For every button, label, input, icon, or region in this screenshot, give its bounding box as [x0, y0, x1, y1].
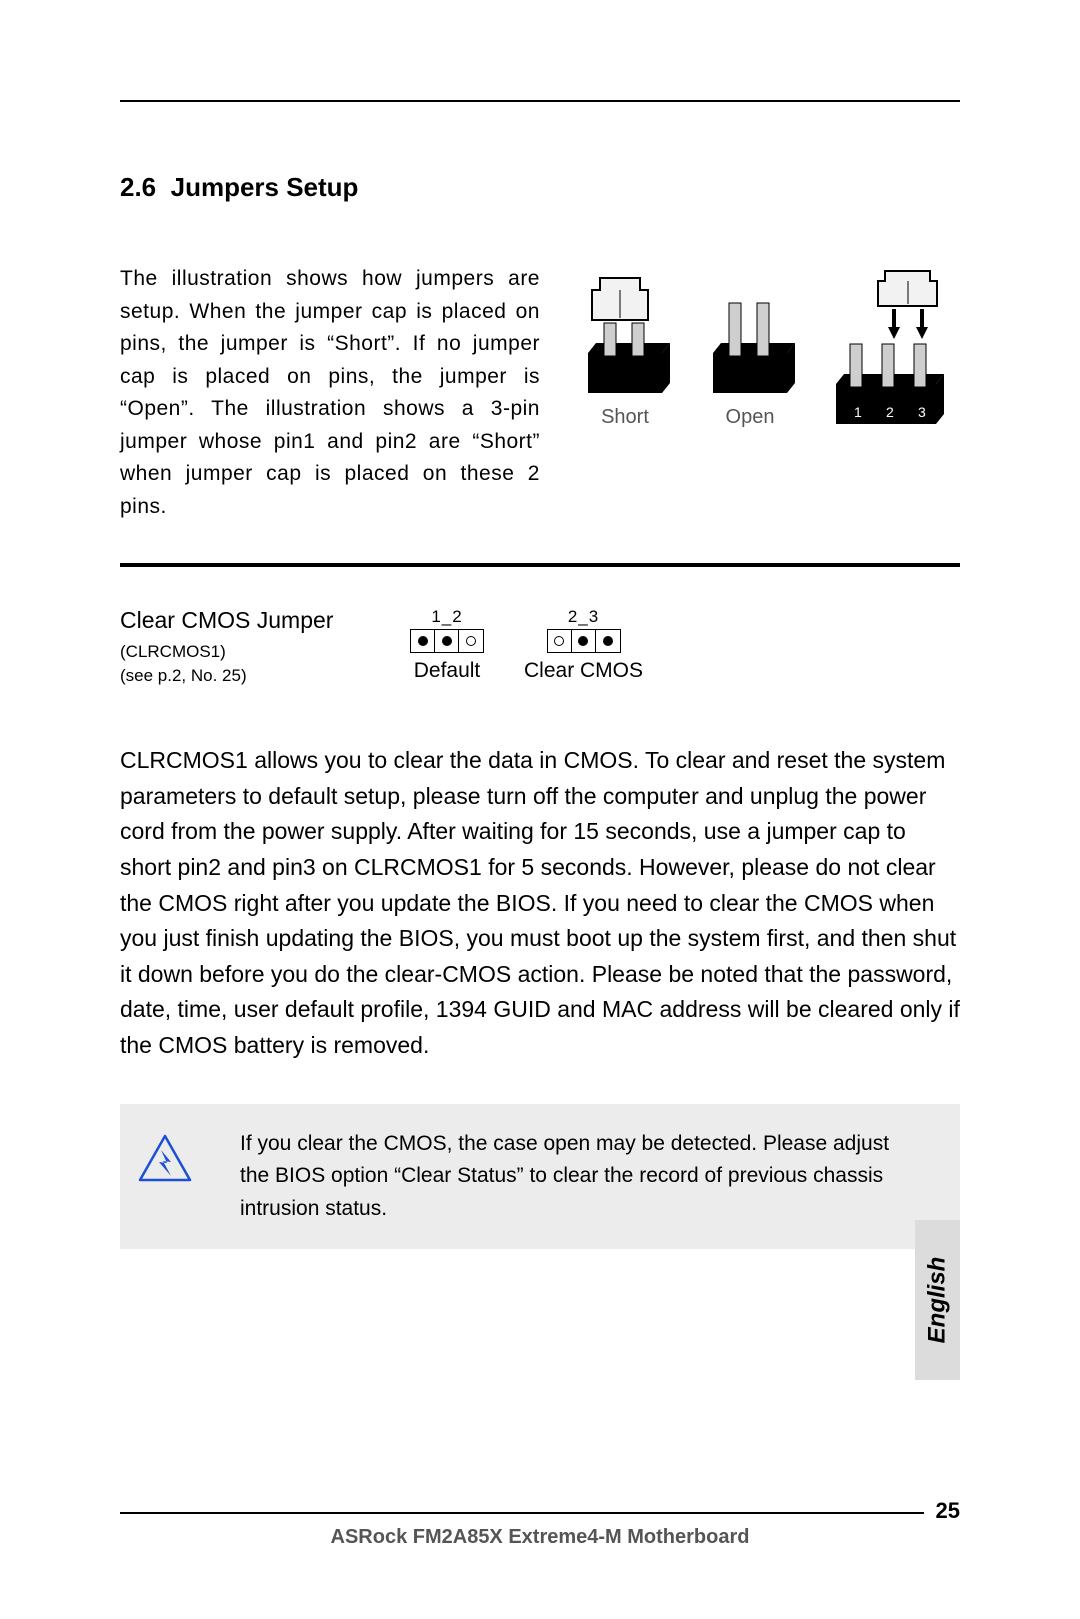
- note-text: If you clear the CMOS, the case open may…: [240, 1128, 930, 1226]
- pin-dot-open: [466, 636, 476, 646]
- svg-text:1: 1: [854, 404, 862, 420]
- cmos-default-pins-label: 1_2: [431, 607, 462, 627]
- cmos-jumper-name-block: Clear CMOS Jumper (CLRCMOS1) (see p.2, N…: [120, 607, 370, 688]
- svg-text:2: 2: [886, 404, 894, 420]
- page-footer: 25 ASRock FM2A85X Extreme4-M Motherboard: [120, 1498, 960, 1549]
- cmos-default-pin-3: [459, 630, 483, 652]
- svg-text:3: 3: [918, 404, 926, 420]
- section-number: 2.6: [120, 172, 156, 202]
- language-label: English: [924, 1257, 952, 1344]
- page-number: 25: [936, 1498, 960, 1524]
- jumper-open-figure: Open: [705, 268, 795, 429]
- pin-dot-filled: [603, 636, 613, 646]
- footer-rule: [120, 1512, 924, 1514]
- top-horizontal-rule: [120, 100, 960, 102]
- cmos-clear-pin-row: [547, 629, 621, 653]
- section-heading: 2.6 Jumpers Setup: [120, 172, 960, 203]
- pin-dot-filled: [578, 636, 588, 646]
- cmos-clear-figure: 2_3 Clear CMOS: [524, 607, 643, 683]
- jumper-illustration-box: Short Open: [570, 263, 960, 429]
- cmos-default-figure: 1_2 Default: [410, 607, 484, 683]
- pin-dot-filled: [442, 636, 452, 646]
- short-label: Short: [601, 406, 649, 429]
- cmos-jumper-sub2: (see p.2, No. 25): [120, 664, 370, 688]
- cmos-clear-pin-1: [548, 630, 572, 652]
- language-tab: English: [915, 1220, 960, 1380]
- footer-row: 25: [120, 1498, 960, 1524]
- pin-dot-filled: [418, 636, 428, 646]
- cmos-jumper-sub1: (CLRCMOS1): [120, 640, 370, 664]
- jumper-illustration-figures: Short Open: [570, 268, 960, 429]
- intro-row: The illustration shows how jumpers are s…: [120, 263, 960, 523]
- cmos-jumper-title: Clear CMOS Jumper: [120, 607, 370, 634]
- jumper-3pin-icon: 1 2 3: [830, 269, 950, 429]
- cmos-clear-label: Clear CMOS: [524, 659, 643, 683]
- cmos-jumper-row: Clear CMOS Jumper (CLRCMOS1) (see p.2, N…: [120, 607, 960, 688]
- thick-separator: [120, 563, 960, 567]
- section-title-text: Jumpers Setup: [171, 172, 359, 202]
- cmos-default-label: Default: [414, 659, 481, 683]
- jumper-3pin-figure: 1 2 3: [830, 269, 950, 429]
- footer-title: ASRock FM2A85X Extreme4-M Motherboard: [120, 1526, 960, 1549]
- cmos-default-pin-row: [410, 629, 484, 653]
- cmos-clear-pin-3: [596, 630, 620, 652]
- cmos-clear-pins-label: 2_3: [568, 607, 599, 627]
- body-paragraph: CLRCMOS1 allows you to clear the data in…: [120, 743, 960, 1064]
- cmos-default-pin-1: [411, 630, 435, 652]
- intro-paragraph: The illustration shows how jumpers are s…: [120, 263, 540, 523]
- pin-dot-open: [554, 636, 564, 646]
- page-container: 2.6 Jumpers Setup The illustration shows…: [0, 0, 1080, 1619]
- jumper-open-icon: [705, 268, 795, 398]
- jumper-short-icon: [580, 268, 670, 398]
- warning-icon: [130, 1128, 200, 1187]
- jumper-short-figure: Short: [580, 268, 670, 429]
- cmos-clear-pin-2: [572, 630, 596, 652]
- note-box: If you clear the CMOS, the case open may…: [120, 1104, 960, 1250]
- cmos-default-pin-2: [435, 630, 459, 652]
- open-label: Open: [726, 406, 775, 429]
